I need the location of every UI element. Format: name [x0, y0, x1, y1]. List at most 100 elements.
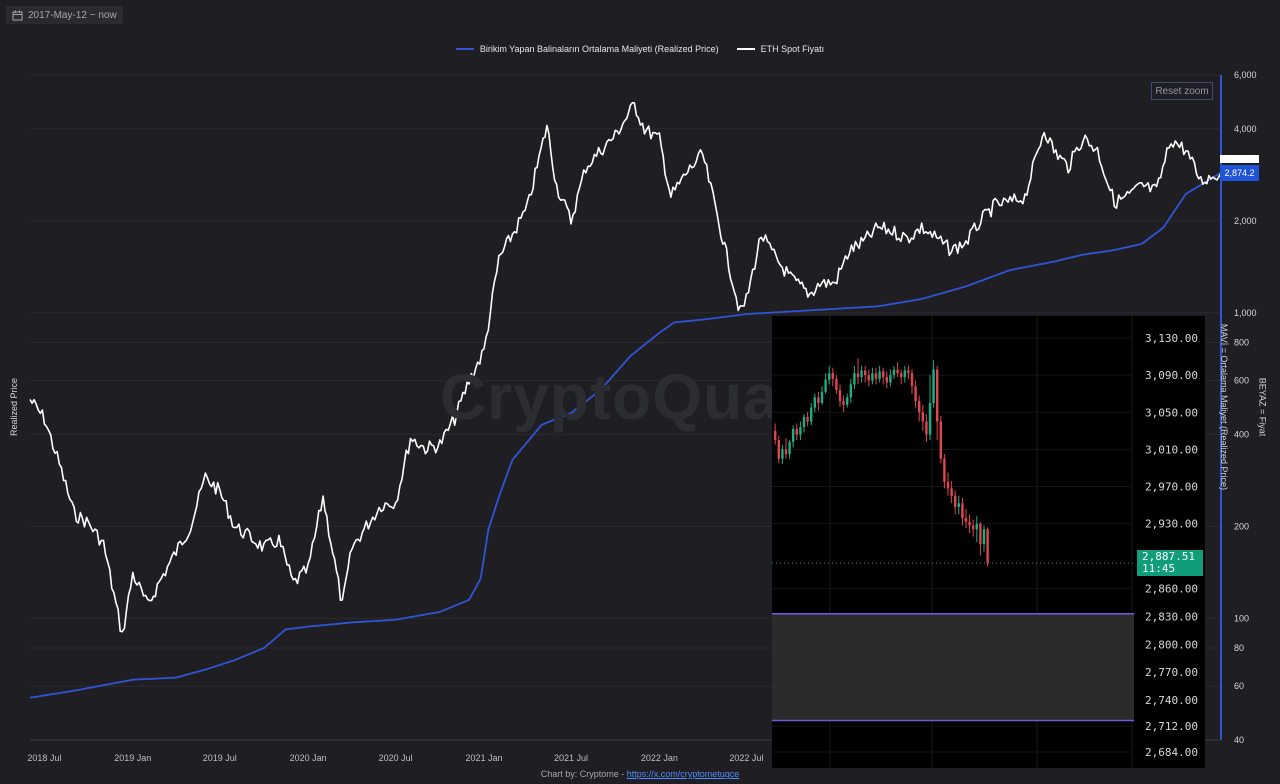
y-axis-ticks: 6,000 4,000 2,000 1,000 800 600 400 200 100 80 60 4…	[1234, 70, 1257, 745]
candle-body	[972, 525, 975, 530]
realized-price-line	[29, 171, 1222, 699]
y-tick-label: 80	[1234, 643, 1244, 653]
range-box-fill	[772, 613, 1134, 721]
left-axis-title: Realized Price	[9, 377, 20, 437]
candle-body	[849, 384, 852, 398]
y-tick-label: 100	[1234, 613, 1249, 623]
candle-body	[856, 373, 860, 377]
candle-body	[932, 369, 935, 403]
inset-tick-label: 3,010.00	[1145, 443, 1198, 456]
candle-body	[936, 369, 939, 422]
x-tick-label: 2018 Jul	[27, 753, 61, 763]
candle-body	[882, 371, 885, 377]
candle-body	[860, 370, 863, 377]
candle-body	[784, 449, 788, 455]
candle-body	[885, 376, 888, 383]
candles	[774, 358, 989, 567]
candle-body	[896, 369, 899, 374]
candle-body	[928, 402, 932, 435]
y-tick-label: 40	[1234, 735, 1244, 745]
inset-tick-label: 2,800.00	[1145, 638, 1198, 651]
candle-body	[802, 416, 806, 428]
inset-tick-label: 2,712.00	[1145, 720, 1198, 733]
candle-body	[813, 397, 816, 408]
chart-credit: Chart by: Cryptome - https://x.com/crypt…	[0, 769, 1280, 779]
candle-body	[903, 370, 906, 377]
candle-body	[838, 389, 842, 402]
inset-tick-label: 3,130.00	[1145, 332, 1198, 345]
legend-item-realized-price[interactable]: Birikim Yapan Balinaların Ortalama Maliy…	[455, 44, 719, 54]
date-range-chip[interactable]: 2017-May-12 ~ now	[6, 6, 123, 24]
candle-countdown: 11:45	[1142, 562, 1176, 575]
x-tick-label: 2019 Jul	[203, 753, 237, 763]
legend-label: ETH Spot Fiyatı	[760, 44, 825, 54]
candle-body	[975, 523, 978, 530]
legend-swatch-blue	[455, 48, 474, 50]
candle-body	[878, 371, 881, 379]
x-tick-label: 2019 Jan	[114, 753, 151, 763]
candle-body	[954, 495, 957, 507]
candle-body	[842, 401, 845, 405]
candlestick-inset: 3,130.00 3,090.00 3,050.00 3,010.00 2,970.00…	[772, 316, 1205, 768]
candle-body	[874, 373, 878, 379]
x-tick-label: 2022 Jan	[641, 753, 678, 763]
inset-tick-label: 2,970.00	[1145, 481, 1198, 494]
candle-body	[914, 386, 917, 402]
candle-body	[820, 391, 824, 403]
candle-body	[950, 488, 953, 496]
candle-body	[939, 421, 942, 459]
candle-body	[889, 375, 892, 383]
candle-body	[968, 521, 971, 526]
y-tick-label: 600	[1234, 376, 1249, 386]
candle-body	[867, 375, 870, 381]
candle-body	[964, 518, 968, 522]
candle-body	[828, 373, 831, 380]
right-axis-title-blue: MAVİ = Ortalama Maliyet (Realized Price)	[1219, 323, 1230, 491]
eth-price-marker	[1220, 155, 1259, 163]
last-price-badge: 2,874.2	[1220, 165, 1259, 181]
candle-body	[982, 529, 986, 545]
reset-zoom-button[interactable]: Reset zoom	[1151, 82, 1213, 100]
date-range-label: 2017-May-12 ~ now	[28, 9, 117, 21]
range-box	[772, 562, 1134, 722]
candle-body	[910, 373, 914, 387]
x-tick-label: 2020 Jul	[379, 753, 413, 763]
inset-tick-label: 2,830.00	[1145, 610, 1198, 623]
candle-body	[892, 369, 896, 376]
credit-link[interactable]: https://x.com/cryptometugce	[626, 769, 740, 779]
series-path	[29, 171, 1222, 699]
candle-body	[918, 401, 921, 413]
candle-body	[781, 449, 784, 459]
inset-last-price-badge: 2,887.51 11:45	[1137, 550, 1203, 576]
legend-item-eth-spot[interactable]: ETH Spot Fiyatı	[736, 44, 825, 54]
y-tick-label: 800	[1234, 337, 1249, 347]
inset-tick-label: 3,090.00	[1145, 369, 1198, 382]
y-tick-label: 400	[1234, 429, 1249, 439]
x-axis-ticks: 2018 Jul 2019 Jan 2019 Jul 2020 Jan 2020 Jul…	[27, 753, 853, 763]
candle-body	[817, 397, 820, 403]
candle-body	[835, 378, 838, 390]
candle-body	[777, 440, 780, 459]
eth-spot-price-line	[29, 101, 1222, 633]
series-path	[29, 101, 1222, 633]
y-tick-label: 6,000	[1234, 70, 1257, 80]
candle-body	[795, 428, 798, 435]
candle-body	[788, 441, 791, 455]
x-tick-label: 2022 Jul	[729, 753, 763, 763]
x-tick-label: 2021 Jul	[554, 753, 588, 763]
legend-label: Birikim Yapan Balinaların Ortalama Maliy…	[479, 44, 719, 54]
candlestick-chart-svg: 3,130.00 3,090.00 3,050.00 3,010.00 2,970.00…	[772, 316, 1198, 768]
y-tick-label: 60	[1234, 681, 1244, 691]
candle-body	[831, 373, 834, 379]
y-tick-label: 4,000	[1234, 124, 1257, 134]
chart-legend: Birikim Yapan Balinaların Ortalama Maliy…	[0, 44, 1280, 54]
x-tick-label: 2020 Jan	[290, 753, 327, 763]
candle-body	[824, 379, 827, 392]
y-tick-label: 200	[1234, 521, 1249, 531]
inset-tick-label: 3,050.00	[1145, 406, 1198, 419]
candle-body	[961, 503, 964, 519]
right-axis-title-white: BEYAZ = Fiyat	[1257, 377, 1268, 437]
candle-body	[943, 458, 946, 482]
candle-body	[846, 397, 849, 405]
